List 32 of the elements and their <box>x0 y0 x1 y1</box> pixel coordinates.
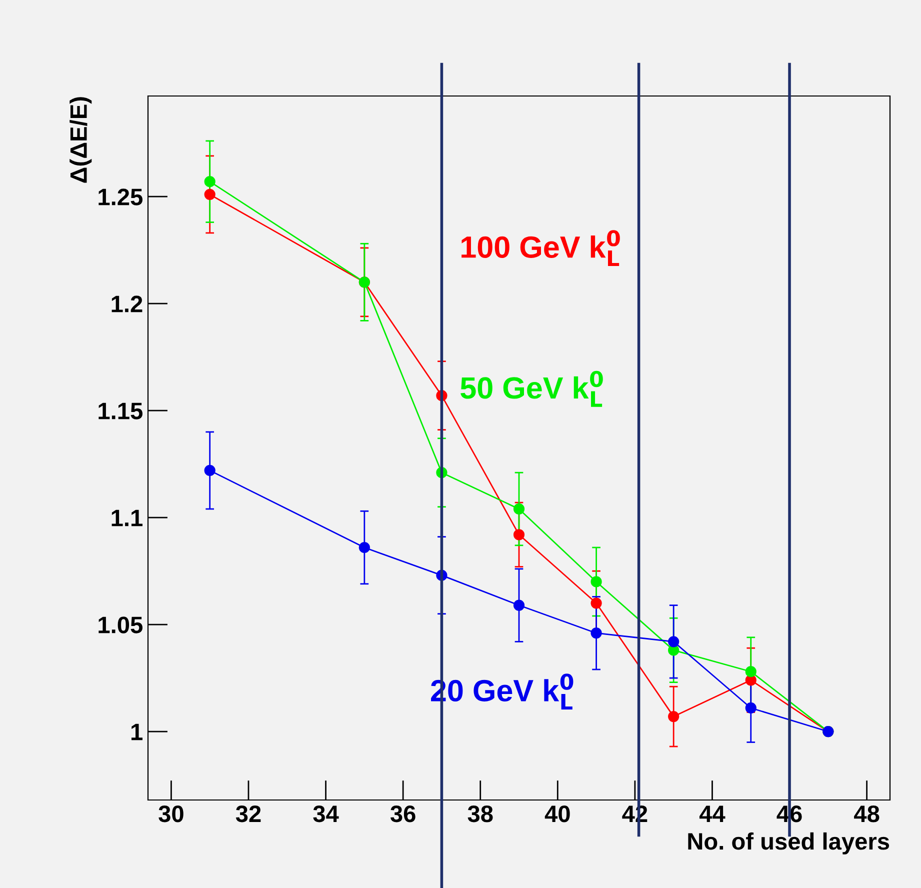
x-tick-label: 30 <box>158 805 184 822</box>
x-tick-label: 44 <box>699 806 726 822</box>
point <box>204 188 216 200</box>
x-tick-label: 40 <box>544 805 570 822</box>
y-tick-label: 1.15 <box>98 402 142 420</box>
point <box>590 628 602 639</box>
y-tick-label: 1.25 <box>98 188 142 206</box>
x-tick-label: 34 <box>313 805 339 822</box>
point <box>513 600 525 611</box>
text: 100 GeV k$^{0}$$_{L}$ <box>462 230 620 266</box>
y-tick-label: 1 <box>131 724 142 740</box>
point <box>745 702 756 714</box>
series-label: 50 GeV k$^{0}$$_{L}$ <box>460 370 603 407</box>
point <box>590 576 602 588</box>
point <box>204 176 216 188</box>
point <box>590 598 602 609</box>
point <box>204 464 216 476</box>
y-axis-title: Δ(ΔE/E) <box>70 97 92 183</box>
x-tick-label: 36 <box>390 805 416 822</box>
point <box>358 542 370 554</box>
y-tick-label: 1.05 <box>98 616 142 634</box>
point <box>513 503 525 515</box>
x-axis-title: No. of used layers <box>688 832 890 854</box>
x-tick-label: 38 <box>468 805 493 822</box>
y-tick-label: 1.2 <box>112 296 142 312</box>
point <box>668 710 680 722</box>
point <box>668 636 680 648</box>
x-tick-label: 48 <box>854 805 880 822</box>
point <box>745 666 756 678</box>
x-tick-label: 32 <box>236 805 261 822</box>
y-tick-label: 1.1 <box>112 510 142 526</box>
point <box>513 529 525 540</box>
